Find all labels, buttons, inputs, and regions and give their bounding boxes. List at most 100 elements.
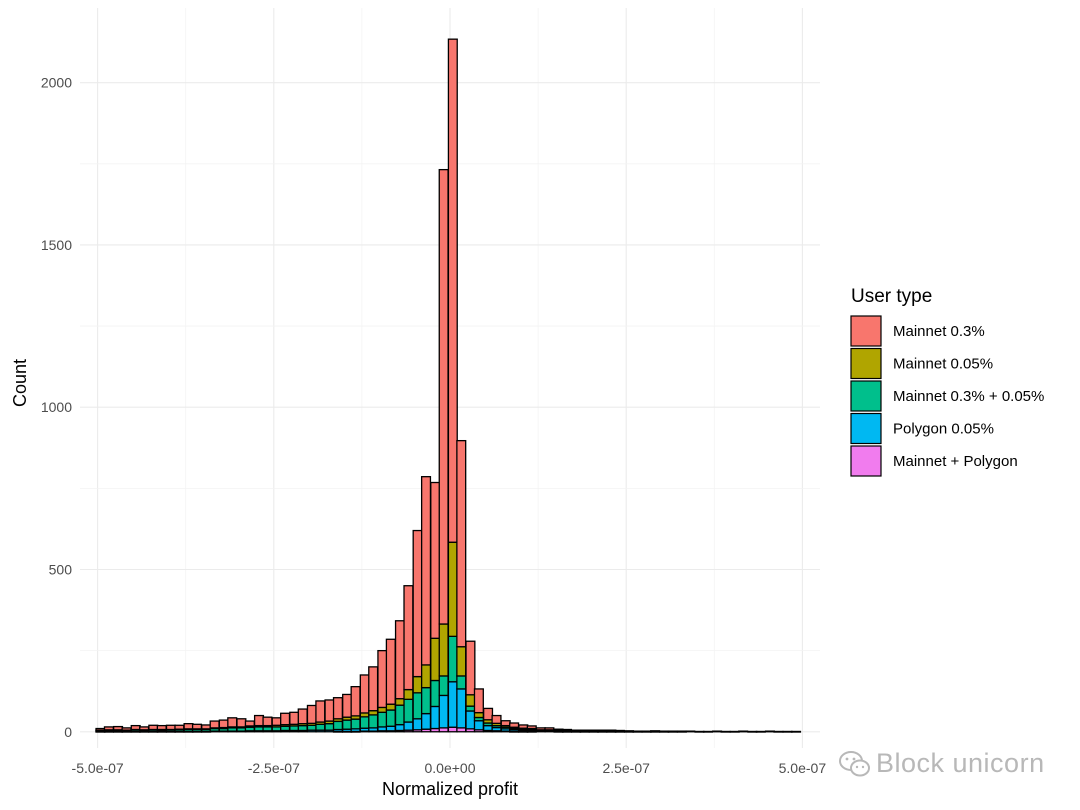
bar-segment — [394, 620, 406, 700]
bar-segment — [262, 716, 273, 727]
bar-segment — [535, 727, 546, 731]
legend: User type Mainnet 0.3% Mainnet 0.05% Mainn… — [850, 286, 1044, 477]
legend-label: Mainnet 0.05% — [893, 356, 993, 373]
bar-segment — [244, 720, 255, 727]
bar-segment — [394, 698, 406, 706]
bar-segment — [412, 529, 423, 678]
bar-segment — [403, 721, 414, 731]
bar-segment — [121, 727, 132, 731]
bar-segment — [350, 718, 361, 730]
bar-segment — [324, 723, 335, 731]
bar-segment — [403, 585, 414, 691]
bar-segment — [447, 541, 458, 638]
bar-segment — [377, 706, 388, 713]
y-tick-label: 2000 — [41, 75, 72, 91]
bar-segment — [623, 730, 635, 733]
watermark-text: Block unicorn — [876, 748, 1045, 778]
bar-segment — [113, 725, 124, 731]
bar-segment — [359, 716, 370, 729]
bar-segment — [430, 679, 441, 708]
bar-segment — [571, 729, 582, 732]
bar-segment — [368, 666, 379, 712]
bar-segment — [456, 646, 467, 677]
bar-segment — [280, 712, 291, 726]
wechat-icon — [839, 750, 870, 776]
bar-segment — [738, 730, 749, 733]
legend-swatch — [850, 315, 882, 347]
bar-segment — [315, 700, 326, 723]
bar-segment — [782, 730, 793, 733]
bar-segment — [103, 726, 114, 731]
bar-segment — [227, 717, 238, 728]
bar-segment — [465, 710, 476, 730]
bar-segment — [465, 640, 476, 696]
bar-segment — [447, 38, 458, 543]
bar-segment — [456, 688, 467, 729]
bar-segment — [614, 729, 625, 732]
bar-segment — [403, 688, 414, 700]
bar-segment — [676, 730, 687, 733]
bar-segment — [544, 727, 555, 731]
bar-segment — [755, 730, 766, 733]
bar-segment — [420, 476, 432, 666]
y-axis-ticks: 0 500 1000 1500 2000 — [41, 75, 72, 740]
bar-segment — [403, 698, 414, 723]
bar-segment — [650, 730, 661, 733]
bar-segment — [702, 730, 713, 733]
bar-segment — [500, 720, 511, 727]
bar-segment — [394, 704, 406, 726]
legend-swatch — [850, 412, 882, 445]
bar-segment — [430, 705, 441, 730]
bar-segment — [420, 686, 432, 715]
bar-segment — [201, 724, 212, 730]
x-axis-title: Normalized profit — [382, 779, 518, 799]
bar-segment — [385, 638, 396, 705]
bar-segment — [289, 725, 300, 732]
bar-segment — [465, 694, 476, 707]
bar-segment — [332, 720, 343, 731]
bar-segment — [473, 688, 484, 714]
bar-segment — [456, 439, 467, 648]
bar-stacks — [95, 38, 802, 733]
y-tick-label: 1000 — [41, 399, 72, 415]
bar-segment — [438, 168, 449, 625]
x-tick-label: -5.0e-07 — [72, 760, 124, 776]
x-tick-label: 2.5e-07 — [602, 760, 650, 776]
legend-label: Mainnet + Polygon — [893, 453, 1018, 470]
bar-segment — [790, 730, 802, 733]
bar-segment — [632, 730, 643, 733]
bar-segment — [289, 711, 300, 725]
bar-segment — [729, 730, 740, 733]
bar-segment — [747, 730, 758, 733]
bar-segment — [447, 681, 458, 728]
bar-segment — [218, 719, 229, 729]
legend-label: Mainnet 0.3% — [893, 323, 985, 340]
bar-segment — [342, 719, 353, 730]
bar-segment — [483, 707, 494, 721]
legend-label: Polygon 0.05% — [893, 421, 994, 438]
bar-segment — [412, 718, 423, 731]
bar-segment — [438, 694, 449, 729]
bar-segment — [685, 730, 696, 733]
y-axis-title: Count — [10, 359, 30, 407]
bar-segment — [332, 697, 343, 720]
bar-segment — [509, 722, 520, 728]
x-tick-label: 5.0e-07 — [779, 760, 827, 776]
bar-segment — [209, 720, 220, 729]
y-tick-label: 500 — [49, 561, 73, 577]
bar-segment — [712, 730, 723, 733]
bar-segment — [324, 699, 335, 722]
x-tick-label: 0.0e+00 — [425, 760, 476, 776]
bar-segment — [377, 711, 388, 728]
bar-segment — [659, 730, 670, 733]
bar-segment — [473, 720, 484, 731]
bar-segment — [641, 730, 652, 733]
watermark: Block unicorn — [838, 748, 1045, 779]
bar-segment — [420, 712, 432, 730]
x-tick-label: -2.5e-07 — [248, 760, 300, 776]
bar-segment — [148, 724, 159, 731]
bar-segment — [315, 723, 326, 731]
bar-segment — [597, 729, 608, 732]
y-tick-label: 0 — [64, 724, 72, 740]
